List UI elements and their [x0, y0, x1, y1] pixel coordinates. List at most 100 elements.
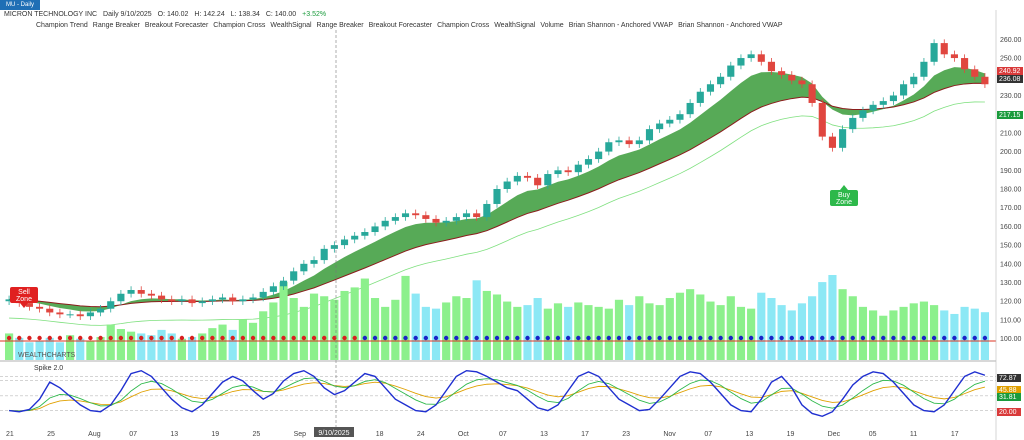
- wealth-signal-dot: [403, 335, 408, 341]
- wealth-signal-dot: [271, 335, 276, 341]
- candle-body: [330, 245, 338, 249]
- volume-bar: [198, 333, 207, 360]
- study-9[interactable]: Volume: [540, 22, 564, 29]
- candle-body: [910, 76, 918, 85]
- volume-bar: [25, 342, 34, 360]
- wealth-signal-dot: [291, 335, 296, 341]
- x-tick: Aug: [88, 431, 101, 438]
- x-tick: 19: [787, 431, 795, 438]
- wealth-signal-dot: [942, 335, 947, 341]
- volume-bar: [482, 290, 491, 360]
- candle-body: [168, 299, 176, 302]
- wealth-signal-dot: [17, 335, 22, 341]
- volume-bar: [777, 305, 786, 360]
- wealth-signal-dot: [393, 335, 398, 341]
- candle-body: [961, 58, 969, 70]
- osc-label: 20.00: [999, 409, 1017, 416]
- candle-body: [127, 290, 135, 294]
- volume-bar: [543, 308, 552, 360]
- wealth-signal-dot: [860, 335, 866, 341]
- x-tick: 17: [581, 431, 589, 438]
- candle-body: [483, 203, 491, 218]
- x-tick: 25: [253, 431, 261, 438]
- candle-body: [371, 226, 379, 233]
- candle-body: [727, 65, 735, 77]
- candle-body: [76, 314, 84, 317]
- volume-bar: [757, 292, 766, 360]
- candle-body: [900, 84, 908, 96]
- wealth-signal-dot: [494, 335, 500, 341]
- volume-bar: [635, 296, 644, 360]
- wealth-signal-dot: [413, 335, 418, 341]
- candle-body: [422, 215, 430, 219]
- x-tick: 11: [910, 431, 917, 438]
- x-tick: 13: [746, 431, 754, 438]
- y-tick: 250.00: [1000, 56, 1022, 63]
- wealth-signal-dot: [565, 335, 571, 341]
- wealth-signal-dot: [952, 335, 957, 341]
- chart-tab[interactable]: MU - Daily: [0, 0, 40, 10]
- study-2[interactable]: Breakout Forecaster: [144, 22, 209, 29]
- study-11[interactable]: Brian Shannon - Anchored VWAP: [678, 22, 783, 29]
- candle-body: [656, 123, 664, 130]
- volume-bar: [930, 305, 939, 360]
- study-10[interactable]: Brian Shannon - Anchored VWAP: [568, 22, 674, 29]
- candle-body: [218, 297, 227, 300]
- y-tick: 120.00: [1000, 299, 1022, 306]
- study-5[interactable]: Range Breaker: [316, 22, 364, 29]
- wealth-signal-dot: [718, 335, 723, 341]
- buy-zone-label-2: Zone: [836, 199, 852, 206]
- volume-bar: [787, 310, 796, 360]
- wealth-signal-dot: [372, 335, 378, 341]
- volume-bar: [116, 329, 125, 360]
- x-tick: 13: [170, 431, 178, 438]
- volume-bar: [675, 292, 685, 360]
- x-tick: 21: [6, 431, 14, 438]
- x-tick: 13: [540, 431, 548, 438]
- study-6[interactable]: Breakout Forecaster: [368, 22, 433, 29]
- wealth-signal-dot: [311, 335, 317, 341]
- volume-bar: [858, 306, 868, 360]
- volume-bar: [726, 296, 735, 360]
- study-0[interactable]: Champion Trend: [36, 22, 88, 29]
- candle-body: [808, 84, 816, 103]
- volume-bar: [706, 301, 715, 360]
- volume-bar: [808, 296, 817, 360]
- candle-body: [503, 181, 511, 189]
- candle-body: [249, 297, 257, 300]
- candle-body: [46, 308, 54, 313]
- candle-body: [706, 84, 715, 92]
- osc-slow-line: [9, 381, 986, 412]
- study-4[interactable]: WealthSignal: [270, 22, 312, 29]
- y-tick: 230.00: [1000, 93, 1022, 100]
- studies-legend: Champion Trend Range Breaker Breakout Fore…: [36, 22, 788, 29]
- candle-body: [107, 301, 115, 309]
- study-7[interactable]: Champion Cross: [437, 22, 490, 29]
- wealth-signal-dot: [57, 335, 63, 341]
- candle-body: [239, 299, 247, 302]
- wealth-signal-dot: [576, 335, 581, 341]
- y-tick: 130.00: [1000, 280, 1022, 287]
- wealth-signal-dot: [88, 335, 93, 341]
- candle-body: [523, 175, 532, 178]
- volume-bar: [960, 306, 969, 360]
- x-tick: 17: [951, 431, 959, 438]
- close-value: C: 140.00: [265, 11, 297, 18]
- candle-body: [473, 213, 481, 218]
- candle-body: [818, 102, 826, 137]
- wealth-signal-dot: [362, 335, 368, 341]
- wealth-signal-dot: [779, 335, 784, 341]
- candle-body: [513, 175, 521, 182]
- candle-body: [595, 151, 603, 160]
- volume-bar: [848, 296, 857, 360]
- candle-body: [412, 213, 420, 216]
- candle-body: [849, 117, 857, 130]
- study-1[interactable]: Range Breaker: [92, 22, 140, 29]
- study-8[interactable]: WealthSignal: [494, 22, 536, 29]
- volume-bar: [533, 298, 542, 360]
- osc-label-bg: [997, 386, 1021, 394]
- candle-body: [778, 71, 786, 75]
- study-3[interactable]: Champion Cross: [213, 22, 266, 29]
- volume-bar: [96, 336, 105, 360]
